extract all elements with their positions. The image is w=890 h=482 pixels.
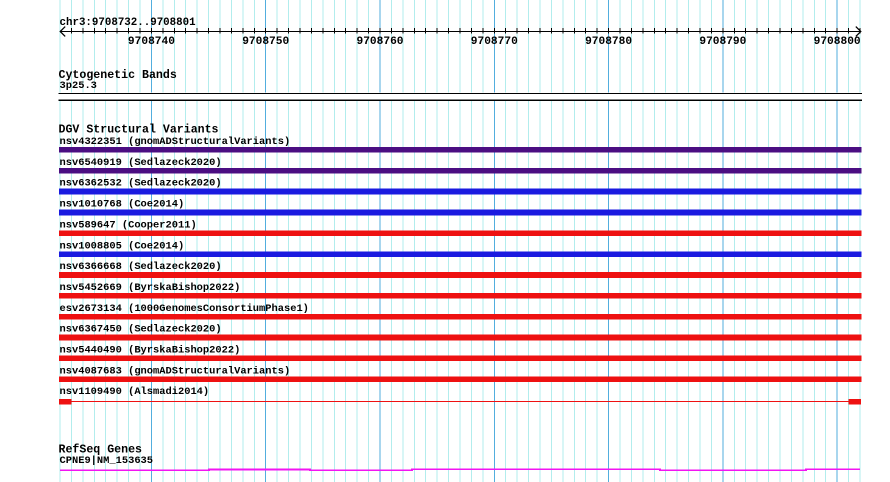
svg-text:nsv1008805 (Coe2014): nsv1008805 (Coe2014) xyxy=(60,240,185,252)
svg-text:Cytogenetic Bands: Cytogenetic Bands xyxy=(59,69,177,82)
svg-text:nsv6367450 (Sedlazeck2020): nsv6367450 (Sedlazeck2020) xyxy=(60,324,222,336)
svg-text:9708800: 9708800 xyxy=(814,36,861,48)
svg-text:RefSeq Genes: RefSeq Genes xyxy=(59,443,143,456)
svg-text:nsv6362532 (Sedlazeck2020): nsv6362532 (Sedlazeck2020) xyxy=(60,178,222,190)
svg-text:nsv1010768 (Coe2014): nsv1010768 (Coe2014) xyxy=(60,199,185,211)
svg-text:nsv589647 (Cooper2011): nsv589647 (Cooper2011) xyxy=(60,219,197,231)
svg-text:CPNE9|NM_153635: CPNE9|NM_153635 xyxy=(60,455,154,467)
svg-text:nsv5452669 (ByrskaBishop2022): nsv5452669 (ByrskaBishop2022) xyxy=(60,282,241,294)
svg-text:3p25.3: 3p25.3 xyxy=(60,80,97,92)
svg-text:nsv6540919 (Sedlazeck2020): nsv6540919 (Sedlazeck2020) xyxy=(60,157,222,169)
svg-text:9708740: 9708740 xyxy=(128,36,175,48)
svg-text:DGV Structural Variants: DGV Structural Variants xyxy=(59,123,219,136)
svg-text:9708750: 9708750 xyxy=(242,36,289,48)
svg-text:nsv5440490 (ByrskaBishop2022): nsv5440490 (ByrskaBishop2022) xyxy=(60,345,241,357)
svg-text:nsv4322351 (gnomADStructuralVa: nsv4322351 (gnomADStructuralVariants) xyxy=(60,136,291,148)
svg-text:esv2673134 (1000GenomesConsort: esv2673134 (1000GenomesConsortiumPhase1) xyxy=(60,303,309,315)
svg-text:9708780: 9708780 xyxy=(585,36,632,48)
svg-text:nsv6366668 (Sedlazeck2020): nsv6366668 (Sedlazeck2020) xyxy=(60,261,222,273)
svg-text:9708760: 9708760 xyxy=(357,36,404,48)
svg-text:nsv1109490 (Alsmadi2014): nsv1109490 (Alsmadi2014) xyxy=(60,386,210,398)
svg-text:nsv4087683 (gnomADStructuralVa: nsv4087683 (gnomADStructuralVariants) xyxy=(60,365,291,377)
svg-text:chr3:9708732..9708801: chr3:9708732..9708801 xyxy=(60,17,197,29)
svg-text:9708770: 9708770 xyxy=(471,36,518,48)
svg-text:9708790: 9708790 xyxy=(699,36,746,48)
